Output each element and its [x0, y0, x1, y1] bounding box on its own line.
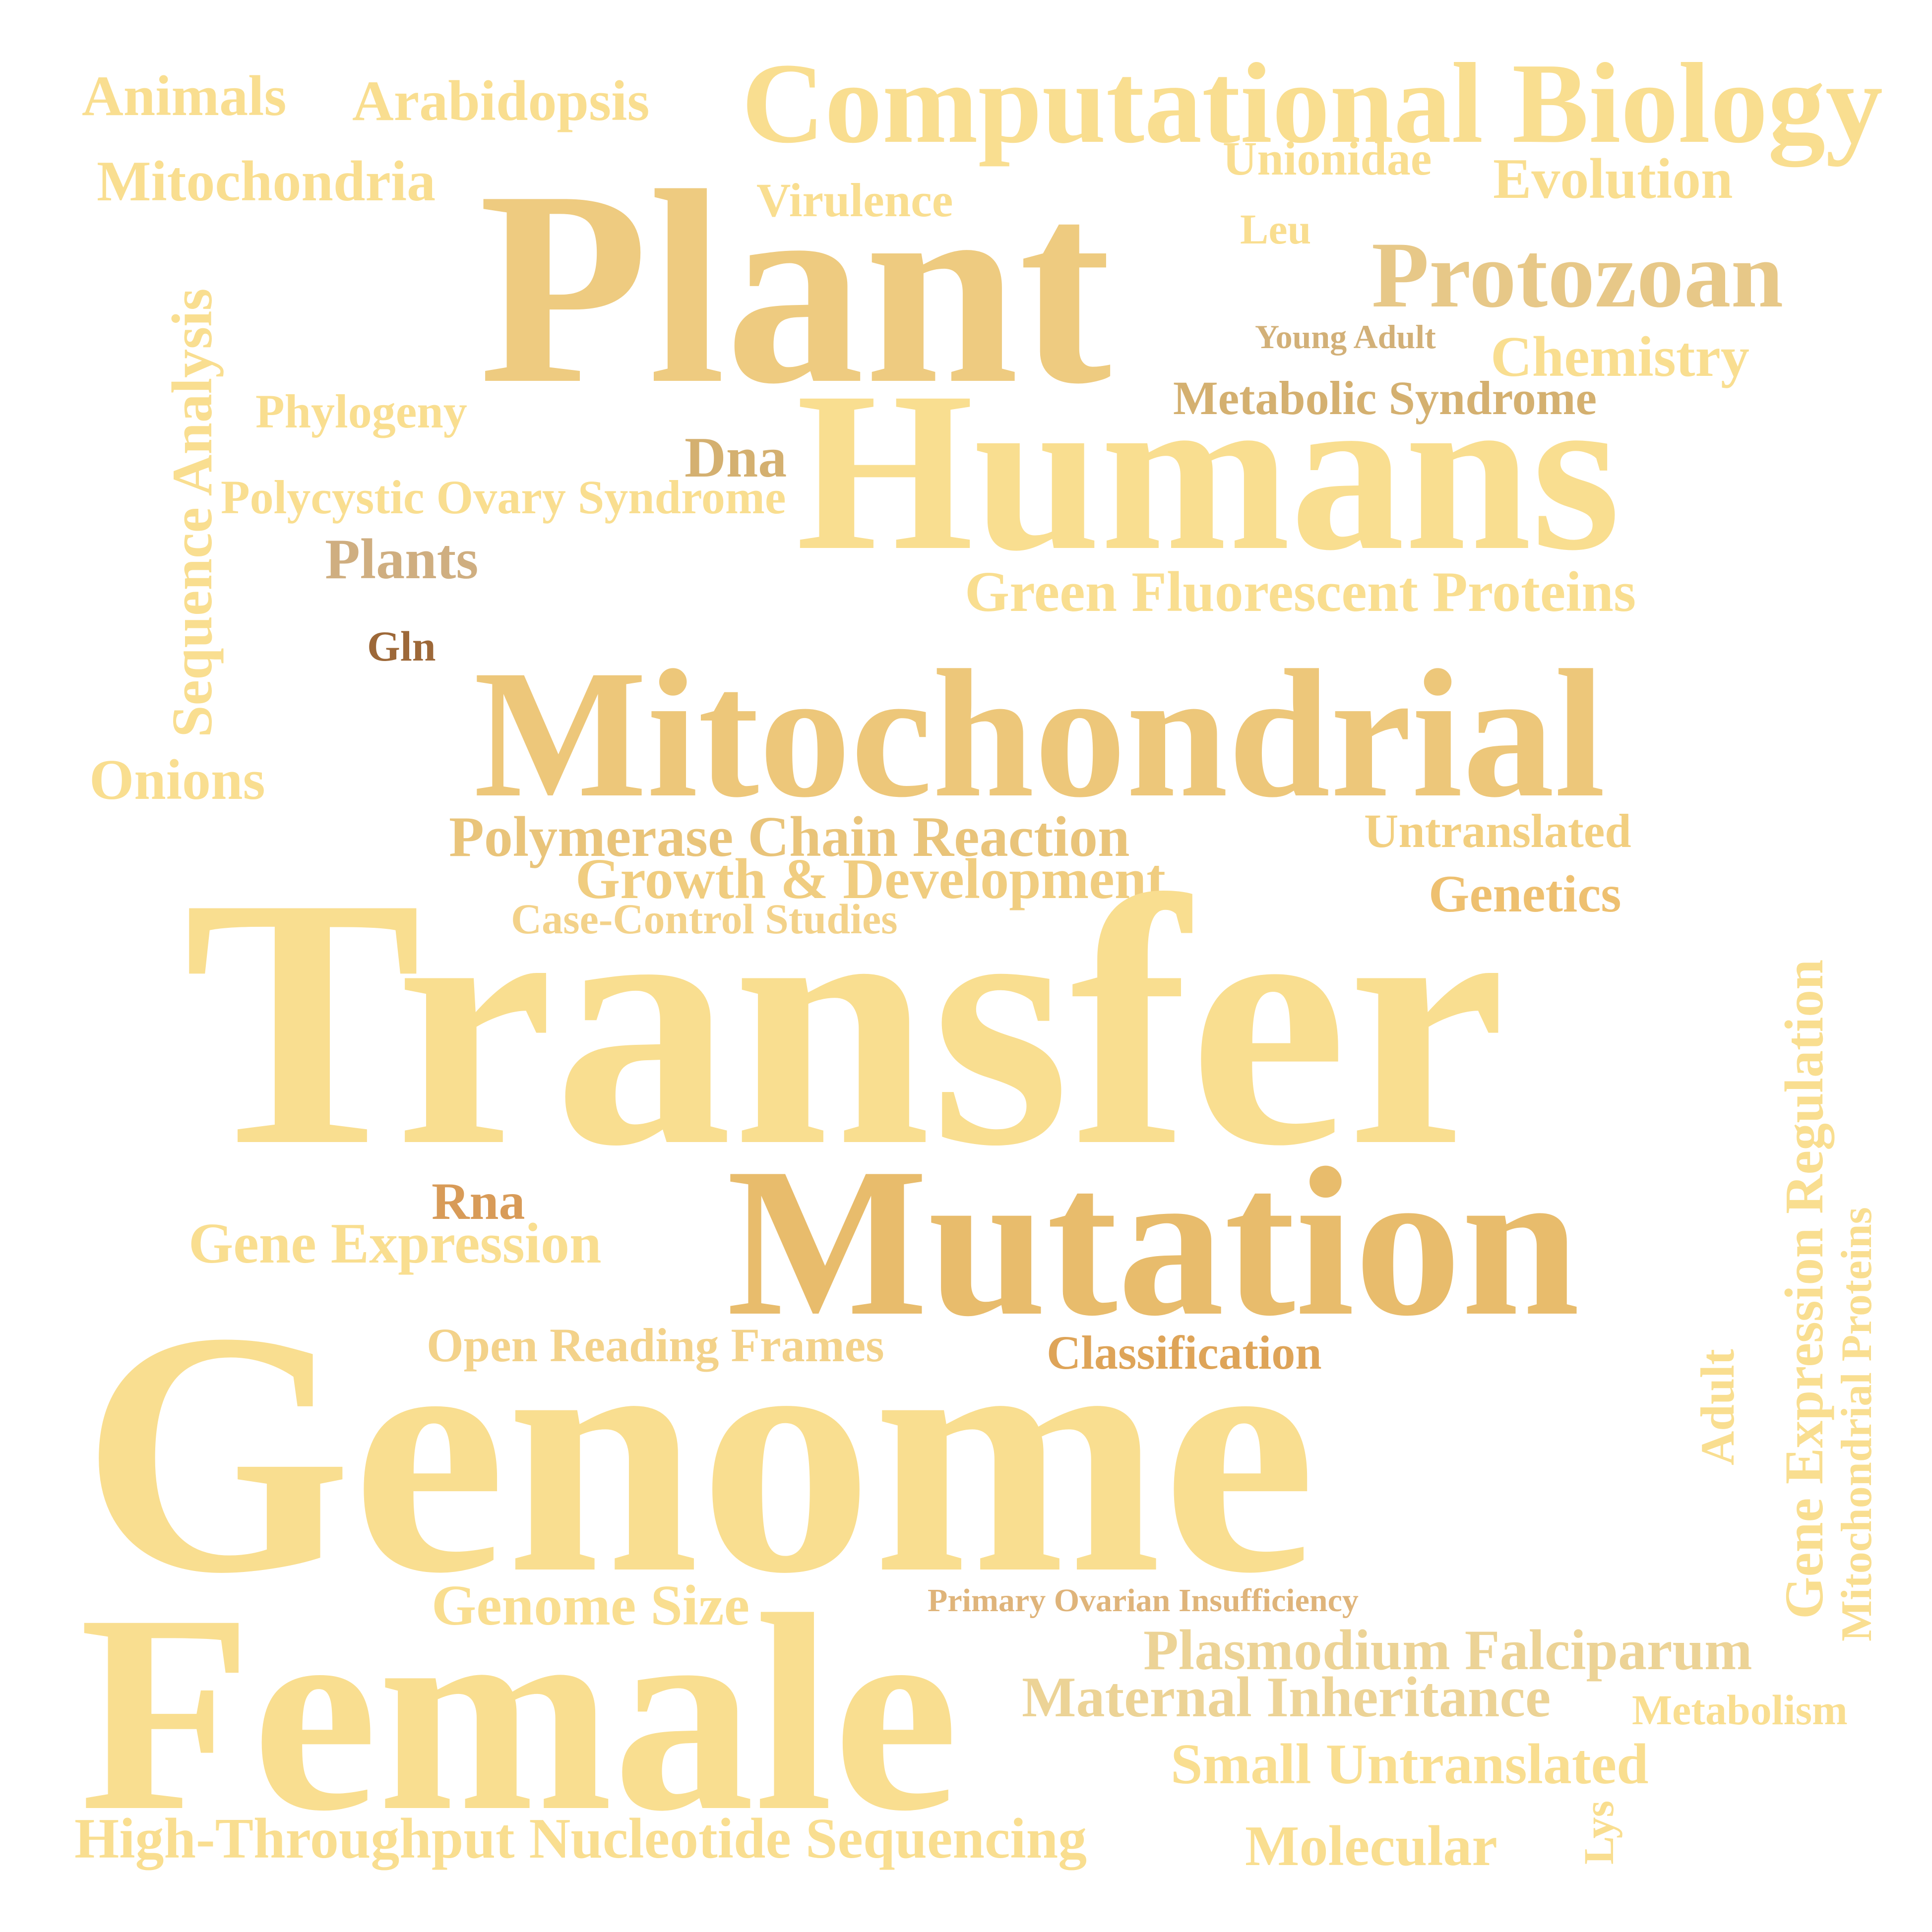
- word-classification: Classification: [1047, 1326, 1322, 1379]
- word-polycystic-ovary-syndrome: Polycystic Ovary Syndrome: [221, 471, 786, 524]
- word-small-untranslated: Small Untranslated: [1171, 1733, 1649, 1796]
- word-metabolism: Metabolism: [1632, 1686, 1848, 1734]
- word-mutation: Mutation: [727, 1124, 1580, 1360]
- word-unionidae: Unionidae: [1223, 132, 1432, 185]
- word-open-reading-frames: Open Reading Frames: [427, 1319, 884, 1372]
- word-onions: Onions: [89, 748, 265, 812]
- word-molecular: Molecular: [1245, 1814, 1497, 1878]
- word-chemistry: Chemistry: [1491, 325, 1749, 389]
- word-mitochondria: Mitochondria: [97, 150, 436, 213]
- word-transfer: Transfer: [184, 824, 1506, 1219]
- word-young-adult: Young Adult: [1255, 318, 1436, 356]
- word-maternal-inheritance: Maternal Inheritance: [1022, 1666, 1551, 1729]
- word-mitochondrial-proteins: Mitochondrial Proteins: [1833, 1207, 1881, 1641]
- word-animals: Animals: [82, 64, 287, 128]
- word-genome-size: Genome Size: [432, 1574, 750, 1637]
- word-adult: Adult: [1691, 1349, 1744, 1465]
- word-rna: Rna: [432, 1172, 525, 1230]
- word-untranslated: Untranslated: [1364, 804, 1631, 857]
- word-mitochondrial: Mitochondrial: [474, 632, 1606, 836]
- word-growth-development: Growth & Development: [575, 847, 1166, 911]
- word-polymerase-chain-reaction: Polymerase Chain Reaction: [449, 805, 1130, 869]
- word-protozoan: Protozoan: [1371, 223, 1784, 327]
- word-phylogeny: Phylogeny: [255, 385, 467, 438]
- word-leu: Leu: [1240, 205, 1311, 253]
- word-sequence-analysis: Sequence Analysis: [161, 288, 224, 737]
- word-arabidopsis: Arabidopsis: [352, 69, 650, 133]
- word-evolution: Evolution: [1493, 147, 1733, 211]
- word-gene-expression: Gene Expression: [188, 1212, 602, 1275]
- word-virulence: Virulence: [756, 174, 953, 227]
- word-female: Female: [79, 1557, 959, 1870]
- word-case-control-studies: Case-Control Studies: [511, 895, 898, 943]
- word-plant: Plant: [479, 134, 1112, 441]
- word-genetics: Genetics: [1429, 865, 1621, 923]
- word-plants: Plants: [325, 528, 479, 591]
- word-gln: Gln: [367, 622, 436, 670]
- word-genome: Genome: [82, 1261, 1316, 1645]
- word-gene-expression-regulation: Gene Expression Regulation: [1774, 959, 1834, 1619]
- word-computational-biology: Computational Biology: [742, 40, 1883, 167]
- word-humans: Humans: [796, 345, 1620, 598]
- word-dna: Dna: [685, 426, 787, 489]
- word-lys: Lys: [1575, 1800, 1622, 1865]
- word-green-fluorescent-proteins: Green Fluorescent Proteins: [965, 560, 1636, 624]
- word-primary-ovarian-insufficiency: Primary Ovarian Insufficiency: [928, 1582, 1359, 1619]
- word-high-throughput-nucleotide-sequencing: High-Throughput Nucleotide Sequencing: [74, 1807, 1087, 1871]
- word-plasmodium-falciparum: Plasmodium Falciparum: [1143, 1619, 1752, 1682]
- word-metabolic-syndrome: Metabolic Syndrome: [1173, 371, 1597, 424]
